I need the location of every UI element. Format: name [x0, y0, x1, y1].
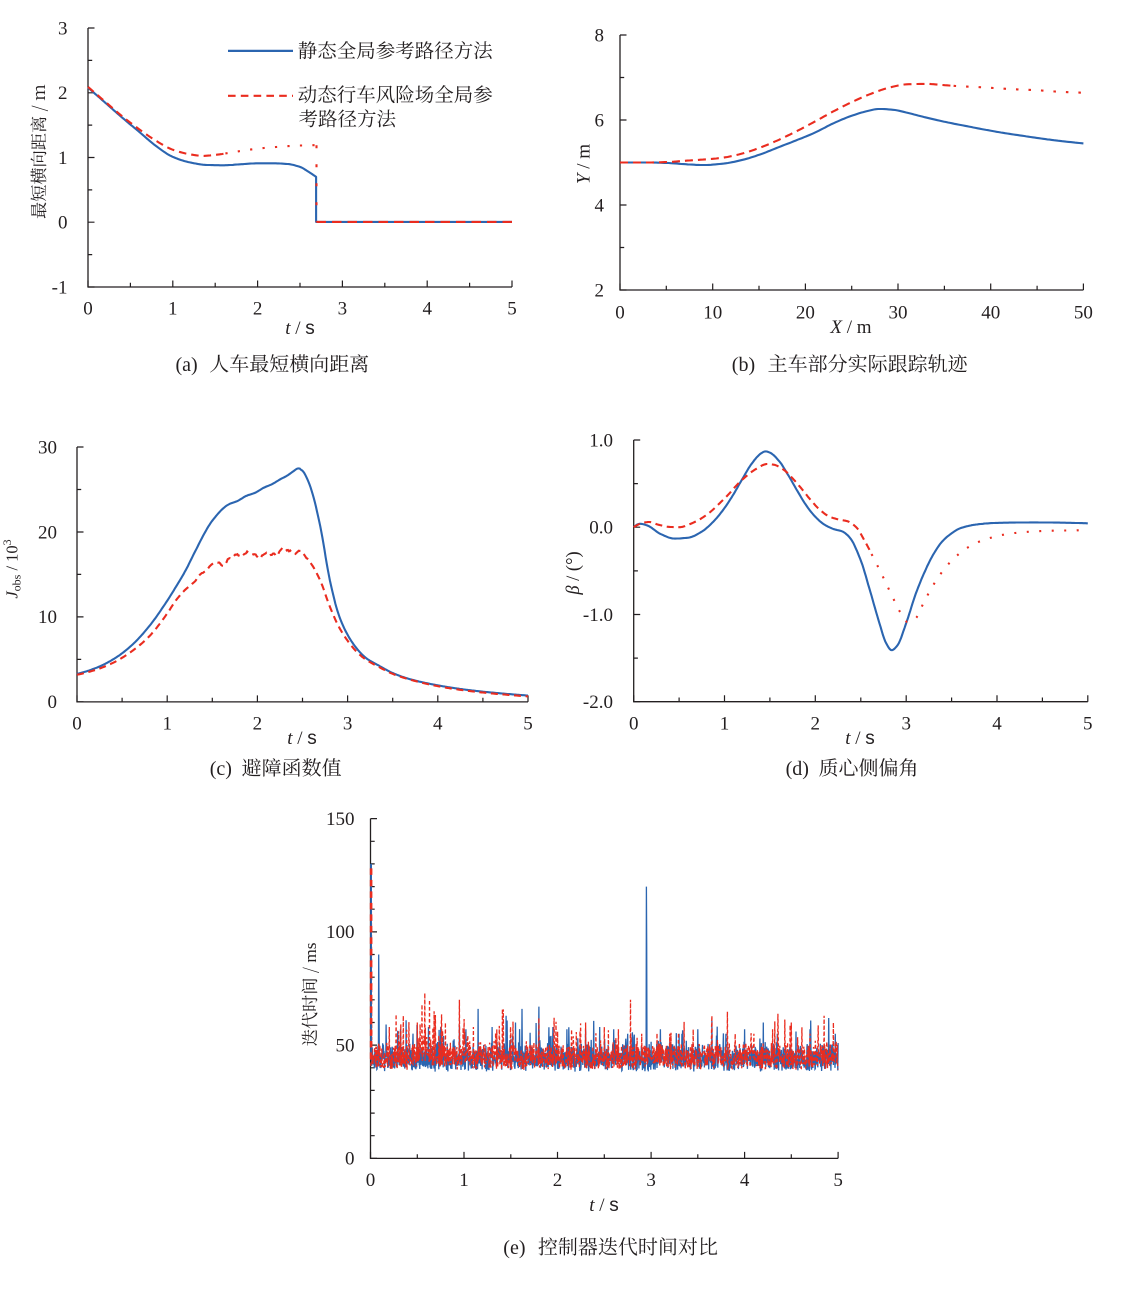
svg-text:2: 2: [595, 280, 605, 301]
svg-text:150: 150: [326, 809, 355, 830]
svg-text:(b): (b): [732, 354, 755, 376]
svg-text:30: 30: [889, 303, 908, 324]
svg-text:(e): (e): [503, 1237, 525, 1259]
svg-text:20: 20: [38, 522, 57, 543]
svg-text:2: 2: [553, 1170, 563, 1191]
svg-text:1: 1: [720, 714, 730, 735]
svg-text:2: 2: [58, 83, 68, 104]
svg-text:50: 50: [1074, 303, 1093, 324]
svg-text:100: 100: [326, 922, 355, 943]
svg-text:4: 4: [433, 714, 443, 735]
svg-text:-1.0: -1.0: [583, 605, 613, 626]
svg-text:0.0: 0.0: [589, 518, 613, 539]
svg-text:1: 1: [58, 148, 68, 169]
svg-text:2: 2: [253, 714, 263, 735]
svg-text:5: 5: [507, 299, 517, 320]
svg-text:4: 4: [992, 714, 1002, 735]
svg-text:(d): (d): [786, 758, 809, 780]
svg-text:0: 0: [345, 1149, 355, 1170]
svg-text:t / s: t / s: [845, 728, 875, 749]
svg-text:0: 0: [366, 1170, 376, 1191]
svg-text:3: 3: [58, 18, 68, 39]
svg-text:Y / m: Y / m: [574, 144, 595, 184]
svg-text:5: 5: [833, 1170, 843, 1191]
svg-text:40: 40: [981, 303, 1000, 324]
svg-text:t / s: t / s: [285, 318, 315, 339]
svg-text:-1: -1: [52, 277, 68, 298]
svg-text:6: 6: [595, 110, 605, 131]
svg-text:3: 3: [901, 714, 911, 735]
svg-text:1: 1: [459, 1170, 469, 1191]
svg-text:X / m: X / m: [829, 317, 871, 338]
svg-text:0: 0: [83, 299, 93, 320]
svg-text:0: 0: [48, 692, 58, 713]
svg-text:50: 50: [336, 1035, 355, 1056]
svg-text:5: 5: [1083, 714, 1093, 735]
svg-text:10: 10: [38, 607, 57, 628]
svg-text:1: 1: [162, 714, 172, 735]
svg-text:20: 20: [796, 303, 815, 324]
svg-text:β / (°): β / (°): [564, 551, 584, 595]
svg-text:0: 0: [72, 714, 82, 735]
svg-text:4: 4: [422, 299, 432, 320]
svg-text:Jobs / 103: Jobs / 103: [0, 539, 24, 598]
svg-text:(a): (a): [176, 354, 198, 376]
svg-text:2: 2: [811, 714, 821, 735]
svg-text:10: 10: [703, 303, 722, 324]
svg-text:t / s: t / s: [589, 1195, 619, 1216]
svg-text:1: 1: [168, 299, 178, 320]
svg-text:0: 0: [629, 714, 639, 735]
svg-text:-2.0: -2.0: [583, 692, 613, 713]
svg-text:0: 0: [615, 303, 625, 324]
svg-text:4: 4: [595, 195, 605, 216]
svg-text:t / s: t / s: [287, 728, 317, 749]
svg-text:3: 3: [343, 714, 353, 735]
svg-text:ms: ms: [301, 942, 320, 962]
svg-text:30: 30: [38, 437, 57, 458]
svg-text:0: 0: [58, 213, 68, 234]
svg-text:4: 4: [740, 1170, 750, 1191]
svg-text:(c): (c): [210, 758, 232, 780]
svg-text:2: 2: [253, 299, 263, 320]
svg-text:5: 5: [523, 714, 533, 735]
svg-text:3: 3: [646, 1170, 656, 1191]
svg-text:8: 8: [595, 25, 605, 46]
svg-text:3: 3: [338, 299, 348, 320]
svg-text:1.0: 1.0: [589, 430, 613, 451]
